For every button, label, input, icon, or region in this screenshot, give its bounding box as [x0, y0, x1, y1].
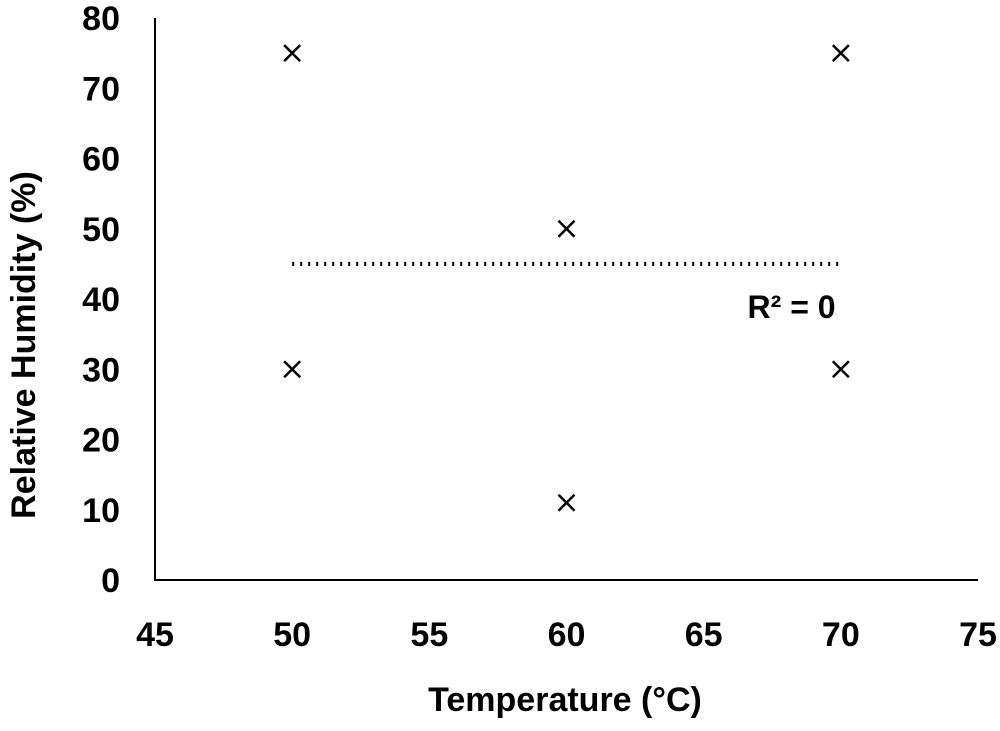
tick-labels: 45 50 55 60 65 70 75 0 10 20 30 40 50 60 70 80 [82, 0, 997, 654]
y-tick-label: 0 [101, 562, 120, 600]
x-tick-label: 70 [822, 616, 860, 654]
y-tick-label: 30 [82, 351, 120, 389]
x-tick-label: 65 [685, 616, 723, 654]
x-tick-label: 50 [273, 616, 311, 654]
y-tick-label: 40 [82, 281, 120, 319]
data-point-marker [283, 44, 302, 63]
x-tick-label: 75 [959, 616, 997, 654]
y-tick-label: 80 [82, 0, 120, 38]
data-point-marker [557, 493, 576, 512]
y-tick-label: 10 [82, 492, 120, 530]
axes [154, 18, 978, 581]
data-point-marker [557, 219, 576, 238]
data-point-marker [831, 44, 850, 63]
x-tick-label: 45 [136, 616, 174, 654]
data-points [283, 44, 850, 512]
y-tick-label: 70 [82, 70, 120, 108]
y-tick-label: 50 [82, 211, 120, 249]
r-squared-label: R² = 0 [748, 289, 836, 325]
y-tick-label: 20 [82, 422, 120, 460]
x-tick-label: 60 [548, 616, 586, 654]
data-point-marker [283, 360, 302, 379]
annotations: R² = 0 [748, 289, 836, 325]
y-axis-title: Relative Humidity (%) [5, 171, 43, 519]
y-tick-label: 60 [82, 141, 120, 179]
data-point-marker [831, 360, 850, 379]
x-tick-label: 55 [410, 616, 448, 654]
x-axis-title: Temperature (°C) [428, 681, 702, 719]
